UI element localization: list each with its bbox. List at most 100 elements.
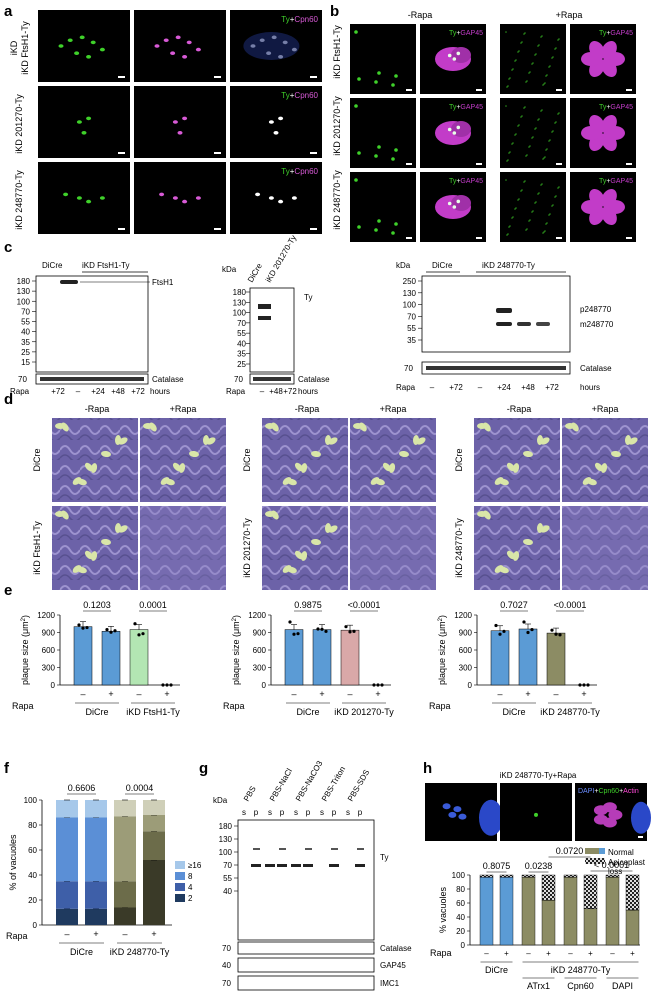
x-tick-label: + bbox=[151, 929, 156, 939]
stacked-segment bbox=[114, 816, 136, 882]
blot-band bbox=[329, 864, 339, 867]
y-tick-label: 300 bbox=[42, 664, 56, 673]
stacked-segment-normal bbox=[625, 909, 640, 946]
mw-marker: 25 bbox=[21, 348, 30, 357]
y-tick-label: 900 bbox=[253, 629, 267, 638]
legend-label: Normal bbox=[608, 848, 634, 857]
plaque-condition-label: +Rapa bbox=[592, 404, 619, 414]
stacked-segment-loss bbox=[521, 874, 536, 878]
scale-bar bbox=[556, 237, 562, 239]
data-point bbox=[113, 629, 117, 633]
mw-marker: 100 bbox=[403, 301, 417, 310]
data-point bbox=[324, 629, 328, 633]
mw-marker: 130 bbox=[219, 835, 233, 844]
panel-b-row-label-3: iKD 248770-Ty bbox=[332, 170, 342, 230]
panel-letter-g: g bbox=[199, 760, 208, 777]
plaque-condition-label: -Rapa bbox=[85, 404, 110, 414]
legend-swatch bbox=[175, 872, 185, 880]
data-point bbox=[133, 622, 137, 626]
legend-swatch-loss bbox=[585, 858, 605, 864]
panel-letter-c: c bbox=[4, 239, 12, 256]
data-point bbox=[109, 630, 113, 634]
stacked-segment-normal bbox=[499, 876, 514, 946]
fraction-label: p bbox=[306, 808, 311, 817]
x-tick-label: – bbox=[291, 689, 296, 699]
p-value: 0.0238 bbox=[525, 861, 553, 871]
data-point bbox=[85, 625, 89, 630]
scale-bar bbox=[118, 152, 125, 154]
stacked-segment bbox=[56, 908, 78, 925]
channel-label: Ty+GAP45 bbox=[599, 178, 633, 185]
mw-marker: 40 bbox=[223, 887, 232, 896]
blot-band bbox=[277, 864, 287, 867]
mw-marker: 25 bbox=[237, 360, 246, 369]
stacked-segment bbox=[114, 881, 136, 908]
channel-label: Ty bbox=[118, 15, 126, 24]
stacked-segment-loss bbox=[541, 874, 556, 901]
channel-label: Ty bbox=[406, 178, 414, 185]
channel-label: Ty bbox=[118, 91, 126, 100]
plaque-size-chart: 0 300 600 900 1200 plaque size (μm2) 0.1203 0.0… bbox=[12, 600, 180, 717]
bar bbox=[340, 629, 360, 686]
data-point bbox=[498, 632, 502, 636]
blot3-kda: kDa bbox=[396, 261, 411, 270]
scale-bar bbox=[214, 152, 221, 154]
panel-a-row-label-1-name: iKD FtsH1-Ty bbox=[20, 21, 30, 75]
rapa-label: Rapa bbox=[429, 701, 451, 711]
bar bbox=[490, 630, 510, 686]
plaque-image bbox=[262, 418, 348, 502]
data-point bbox=[165, 683, 169, 687]
y-tick-label: 20 bbox=[28, 896, 37, 905]
stacked-segment-loss bbox=[583, 874, 598, 909]
data-point bbox=[578, 683, 582, 687]
plaque-image bbox=[350, 506, 436, 590]
blot2-loading-label: Catalase bbox=[298, 375, 330, 384]
x-tick-label: + bbox=[546, 949, 551, 958]
plaque-condition-label: +Rapa bbox=[380, 404, 407, 414]
blot3-loading-label: Catalase bbox=[580, 364, 612, 373]
scale-bar bbox=[118, 228, 125, 230]
plaque-image bbox=[474, 506, 560, 590]
plaque-image bbox=[52, 418, 138, 502]
blot1-loading-label: Catalase bbox=[152, 375, 184, 384]
blot1-rapa-label: Rapa bbox=[10, 387, 30, 396]
group-label: iKD 248770-Ty bbox=[110, 947, 170, 957]
panel-letter-f: f bbox=[4, 760, 10, 777]
rapa-lane-label: +48 bbox=[521, 383, 535, 392]
channel-label: Cpn60 bbox=[198, 91, 222, 100]
blot3-group-ikd: iKD 248770-Ty bbox=[482, 261, 535, 270]
scale-bar bbox=[310, 228, 317, 230]
bar bbox=[129, 629, 149, 686]
y-axis-label: % vacuoles bbox=[438, 886, 448, 933]
rapa-label: Rapa bbox=[6, 931, 28, 941]
x-tick-label: + bbox=[525, 689, 530, 699]
y-tick-label: 80 bbox=[456, 885, 465, 894]
micrograph-tile: Ty bbox=[38, 10, 130, 82]
channel-label: Cpn60 bbox=[198, 15, 222, 24]
mw-marker: 55 bbox=[223, 874, 232, 883]
group-label: DiCre bbox=[85, 707, 108, 717]
x-tick-label: – bbox=[484, 949, 489, 958]
plaque-size-chart: 0 300 600 900 1200 plaque size (μm2) 0.9875 <0.… bbox=[223, 600, 394, 717]
blot-band bbox=[355, 864, 365, 867]
plaque-image bbox=[562, 418, 648, 502]
micrograph-tile: Ty+Cpn60 bbox=[230, 86, 322, 158]
mw-marker: 55 bbox=[21, 318, 30, 327]
mw-marker: 35 bbox=[237, 350, 246, 359]
micrograph-tile: Cpn60 bbox=[134, 162, 226, 234]
p-value: 0.0004 bbox=[126, 783, 154, 793]
y-tick-label: 0 bbox=[51, 681, 56, 690]
panel-a-micrographs: Ty Cpn60 Ty+Cpn60 Ty Cpn60 Ty+Cpn60 Ty Cpn60 Ty+… bbox=[38, 10, 322, 234]
rapa-label: Rapa bbox=[223, 701, 245, 711]
stacked-segment-loss bbox=[479, 874, 494, 878]
g-membrane-ty bbox=[237, 819, 375, 941]
blot-band bbox=[265, 864, 275, 867]
g-strip-marker-3: 70 bbox=[222, 979, 231, 988]
mw-marker: 70 bbox=[223, 861, 232, 870]
panel-letter-h: h bbox=[423, 760, 432, 777]
data-point bbox=[348, 630, 352, 634]
channel-label: Ty+Cpn60 bbox=[281, 167, 318, 176]
data-point bbox=[372, 683, 376, 687]
rapa-label: Rapa bbox=[430, 948, 452, 958]
y-tick-label: 1200 bbox=[454, 611, 472, 620]
